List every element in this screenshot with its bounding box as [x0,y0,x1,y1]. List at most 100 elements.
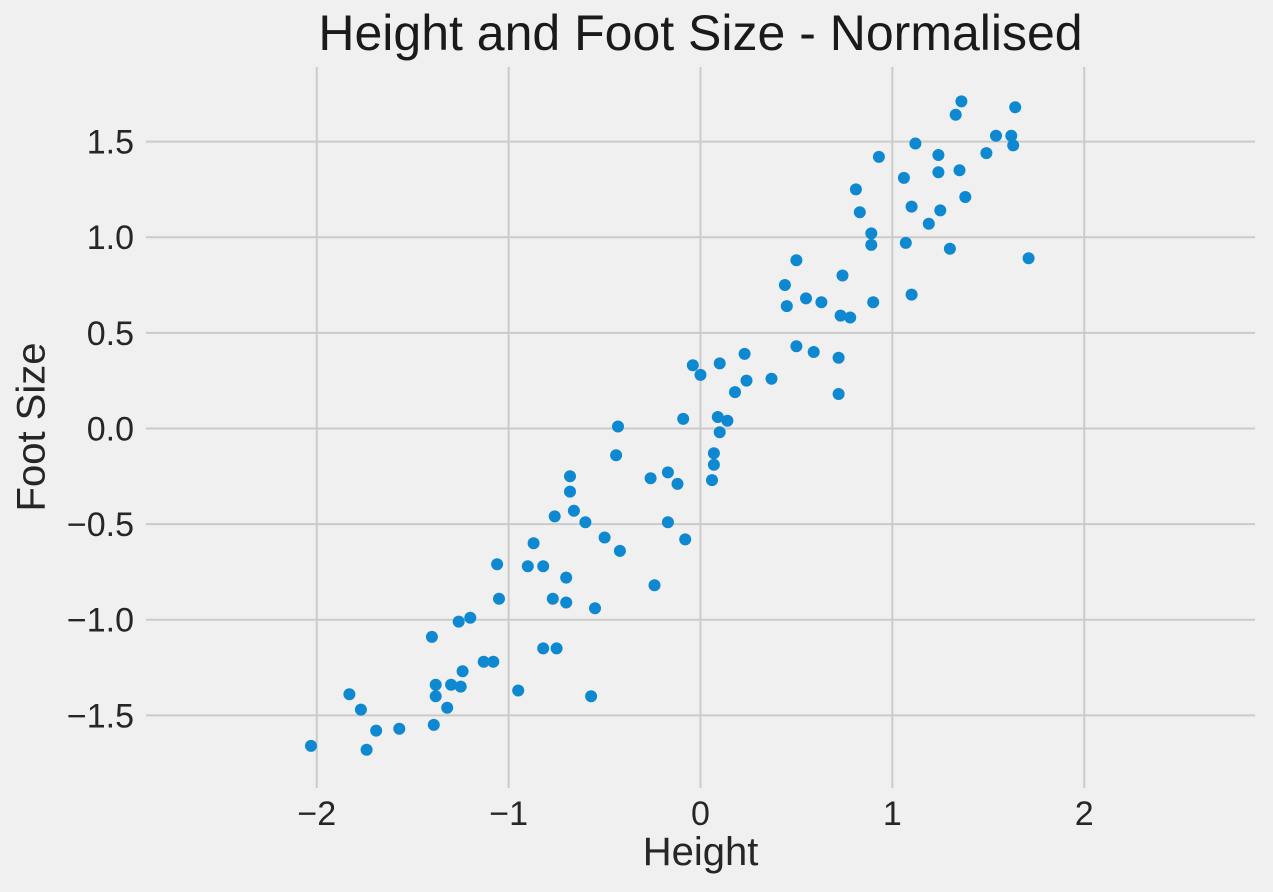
data-point [686,359,699,372]
data-point [765,372,778,385]
data-point [713,426,726,439]
data-point [564,485,576,498]
data-point [546,592,559,605]
data-point [464,611,477,624]
data-point [610,449,623,462]
data-point [932,166,945,179]
data-point [585,690,598,703]
data-point [456,665,469,678]
data-point [1009,101,1022,114]
x-axis-label: Height [642,830,759,874]
data-point [849,183,862,196]
data-point [679,533,692,546]
data-point [477,655,490,668]
x-tick-label: −2 [297,795,336,833]
data-point [934,204,947,217]
data-point [836,269,849,282]
data-point [567,504,580,517]
data-point [579,516,592,529]
y-tick-label: 0.5 [87,315,134,353]
data-point [905,288,918,301]
data-point [537,642,550,655]
data-point [661,516,674,529]
data-point [943,242,956,255]
x-tick-label: 0 [691,795,710,833]
data-point [867,296,880,309]
data-point [644,472,657,485]
data-point [834,309,847,322]
data-point [707,458,720,471]
data-point [790,340,803,353]
data-point [780,300,793,313]
data-point [1005,129,1018,142]
data-point [711,411,724,423]
y-tick-label: 0.0 [87,410,134,448]
data-point [354,703,367,716]
data-point [844,311,857,324]
chart-title: Height and Foot Size - Normalised [318,5,1083,61]
data-point [738,347,751,360]
data-point [778,279,791,291]
data-point [694,368,707,381]
data-point [360,743,373,756]
y-tick-label: −1.5 [67,697,134,735]
y-tick-label: 1.5 [87,124,134,162]
data-point [343,688,356,701]
data-point [955,95,968,108]
data-point [429,678,442,691]
data-point [932,149,945,161]
data-point [491,558,504,571]
data-point [427,718,440,731]
data-point [897,171,910,184]
data-point [800,292,812,305]
data-point [832,388,845,400]
data-point [980,147,993,160]
y-tick-label: −0.5 [67,506,134,544]
data-point [832,351,845,364]
data-point [949,108,962,121]
x-tick-label: 1 [883,795,902,833]
data-point [1022,252,1035,265]
data-point [721,414,734,427]
data-point [815,296,828,309]
data-point [521,560,534,573]
data-point [677,412,690,425]
data-point [807,346,820,358]
x-tick-label: −1 [489,795,528,833]
data-point [953,164,966,177]
data-point [990,129,1002,142]
data-point [713,357,726,370]
data-point [393,722,406,735]
x-tick-label: 2 [1075,795,1094,833]
data-point [865,227,878,240]
data-point [661,466,674,479]
data-point [612,420,624,433]
data-point [648,579,661,592]
data-point [560,571,573,584]
data-point [1007,139,1020,152]
data-point [425,630,438,643]
data-point [589,602,601,615]
data-point [922,217,935,230]
data-point [909,137,922,150]
data-point [445,678,458,691]
data-point [740,374,753,387]
data-point [429,690,442,703]
data-point [899,236,912,249]
data-point [527,537,540,550]
data-point [729,386,741,399]
data-point [613,544,626,557]
data-point [452,615,465,628]
data-point [305,739,317,752]
data-point [487,655,500,668]
data-point [707,447,720,460]
data-point [512,684,525,697]
data-point [865,238,878,251]
data-point [598,531,611,544]
y-tick-label: −1.0 [67,602,134,640]
data-point [706,474,718,487]
data-point [905,200,918,213]
data-point [959,191,972,203]
